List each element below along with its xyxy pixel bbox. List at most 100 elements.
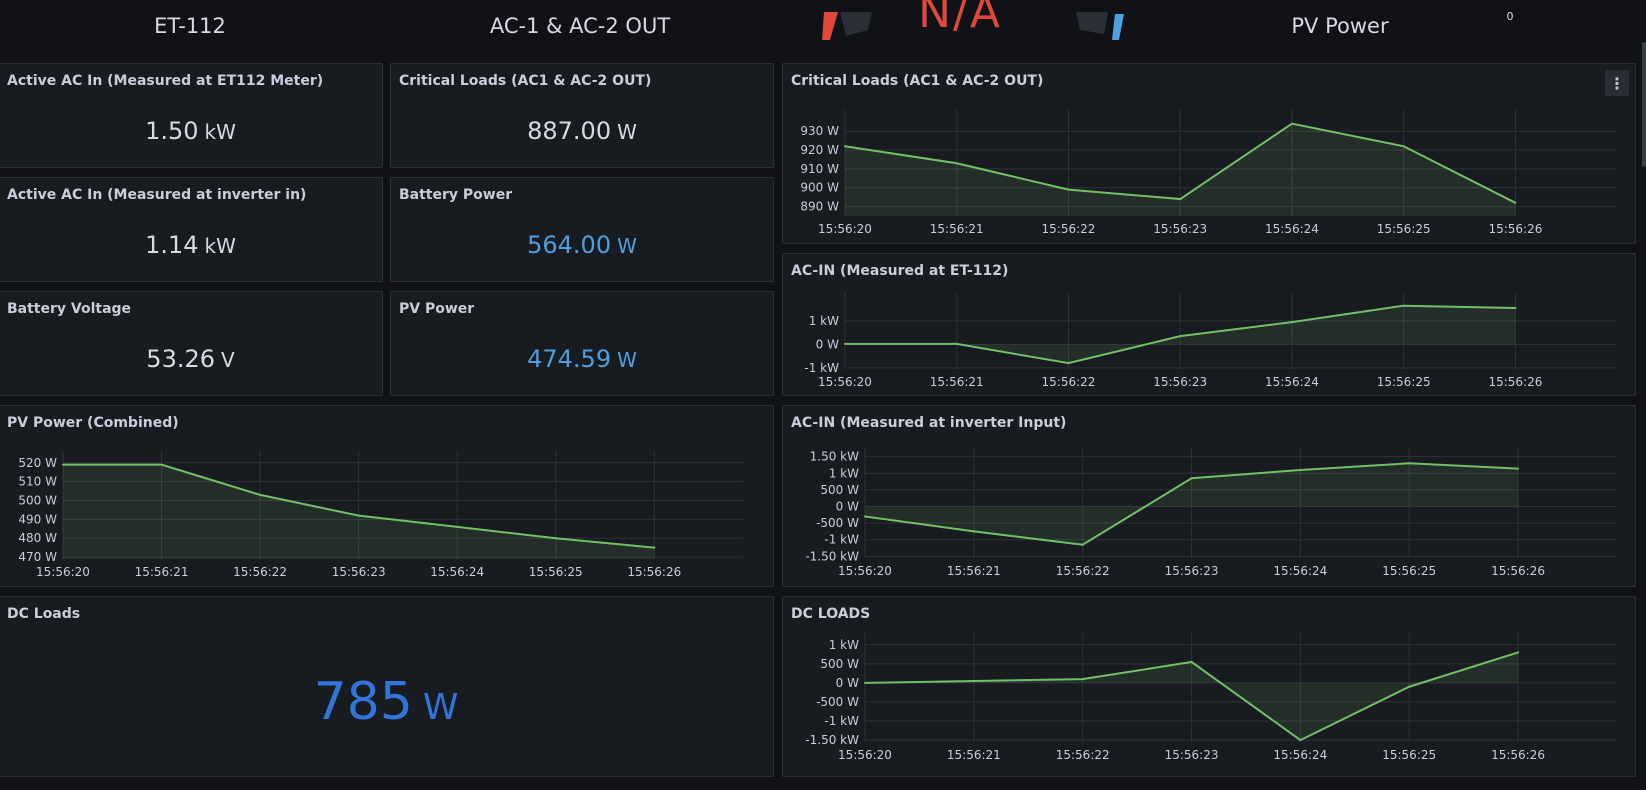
y-tick-label: 500 W [18,494,57,508]
data-point [160,463,163,466]
panel-title: AC-IN (Measured at ET-112) [791,263,1009,279]
x-tick-label: 15:56:26 [1488,375,1542,389]
x-tick-label: 15:56:23 [1165,564,1219,578]
y-tick-label: 900 W [800,181,839,195]
stat-value: 474.59 W [527,345,637,373]
x-tick-label: 15:56:20 [838,748,892,762]
data-point [62,463,64,466]
panel-ac-in-inverter[interactable]: Active AC In (Measured at inverter in) 1… [0,177,383,282]
x-tick-label: 15:56:20 [838,564,892,578]
data-point [1402,304,1405,307]
y-tick-label: 470 W [18,550,57,564]
y-tick-label: 490 W [18,512,57,526]
panel-title: Active AC In (Measured at ET112 Meter) [7,73,324,89]
y-tick-label: 1 kW [829,466,859,480]
top-label: 0 [1506,9,1514,23]
x-tick-label: 15:56:26 [1488,222,1542,236]
y-tick-label: 510 W [18,475,57,489]
y-tick-label: -1.50 kW [805,549,859,563]
x-tick-label: 15:56:25 [1382,748,1436,762]
y-tick-label: -500 W [816,516,859,530]
x-tick-label: 15:56:26 [1491,564,1545,578]
kebab-menu-icon[interactable]: ⋮ [1605,70,1629,96]
stat-value: 887.00 W [527,117,637,145]
y-tick-label: 500 W [820,483,859,497]
scrollbar[interactable] [1642,42,1646,167]
x-tick-label: 15:56:23 [332,565,386,579]
data-point [844,145,846,148]
x-tick-label: 15:56:24 [1273,564,1327,578]
data-point [1517,651,1520,654]
panel-dc-loads-chart[interactable]: DC LOADS -1.50 kW -1 kW -500 W 0 W 500 W 1 kW… [782,596,1636,777]
data-point [456,525,459,528]
data-point [1290,321,1293,324]
panel-battery-voltage[interactable]: Battery Voltage 53.26 V [0,291,383,396]
panel-pv-power-combined[interactable]: PV Power (Combined) 470 W 480 W 490 W 500 W… [0,405,774,587]
data-point [955,162,958,165]
series-area [865,463,1519,545]
x-tick-label: 15:56:26 [627,565,681,579]
top-label: AC-1 & AC-2 OUT [489,14,671,38]
data-point [844,342,846,345]
gauge-dark-segment [840,12,872,36]
x-tick-label: 15:56:22 [1042,222,1096,236]
x-tick-label: 15:56:25 [1377,375,1431,389]
y-tick-label: 1 kW [809,314,839,328]
ac-in-et112-chart: -1 kW 0 W 1 kW 15:56:20 15:56:21 15:56:22 15:5… [804,293,1616,389]
data-point [864,515,866,518]
panel-battery-power[interactable]: Battery Power 564.00 W [390,177,774,282]
panel-title: Battery Power [399,187,513,203]
stat-value: 1.50 kW [145,117,236,145]
panel-pv-power[interactable]: PV Power 474.59 W [390,291,774,396]
series-area [63,464,655,559]
data-point [1081,678,1084,681]
y-tick-label: -1 kW [824,714,859,728]
x-tick-label: 15:56:20 [818,375,872,389]
critical-loads-chart: 890 W 900 W 910 W 920 W 930 W 15:56:20 15:56:2… [800,110,1616,236]
dc-loads-chart: -1.50 kW -1 kW -500 W 0 W 500 W 1 kW 15:56:20 1… [805,633,1616,762]
x-tick-label: 15:56:24 [1265,375,1319,389]
top-label: PV Power [1291,14,1389,38]
gauge-dark-segment [1076,12,1108,34]
x-tick-label: 15:56:21 [947,748,1001,762]
top-cell-ac-out: AC-1 & AC-2 OUT [380,0,780,52]
stat-value: 785 W [313,672,459,732]
panel-ac-in-et112[interactable]: Active AC In (Measured at ET112 Meter) 1… [0,63,383,168]
x-tick-label: 15:56:23 [1153,375,1207,389]
data-point [1190,477,1193,480]
y-tick-label: 480 W [18,531,57,545]
series-area [845,123,1516,216]
panel-critical-loads[interactable]: Critical Loads (AC1 & AC-2 OUT) 887.00 W [390,63,774,168]
top-cell-et112: ET-112 [0,0,380,52]
panel-dc-loads-stat[interactable]: DC Loads 785 W [0,596,774,777]
data-point [1408,462,1411,465]
data-point [1081,543,1084,546]
x-tick-label: 15:56:22 [1056,564,1110,578]
x-tick-label: 15:56:22 [1042,375,1096,389]
y-tick-label: 0 W [836,500,859,514]
panel-ac-in-et112-chart[interactable]: AC-IN (Measured at ET-112) -1 kW 0 W 1 kW 1… [782,253,1636,396]
stat-value: 564.00 W [527,231,637,259]
x-tick-label: 15:56:21 [135,565,189,579]
x-tick-label: 15:56:24 [1273,748,1327,762]
panel-ac-in-inverter-chart[interactable]: AC-IN (Measured at inverter Input) -1.50… [782,405,1636,587]
data-point [653,546,656,549]
panel-title: Critical Loads (AC1 & AC-2 OUT) [399,73,652,89]
top-label: ET-112 [154,14,226,38]
x-tick-label: 15:56:20 [818,222,872,236]
data-point [864,681,866,684]
y-tick-label: 520 W [18,456,57,470]
y-tick-label: 1.50 kW [810,450,859,464]
gauge-blue-segment [1112,14,1124,40]
y-tick-label: 920 W [800,143,839,157]
panel-title: DC Loads [7,606,81,622]
y-tick-label: 930 W [800,124,839,138]
x-tick-label: 15:56:21 [947,564,1001,578]
panel-critical-loads-chart[interactable]: Critical Loads (AC1 & AC-2 OUT) ⋮ 890 W 9… [782,63,1636,244]
x-tick-label: 15:56:20 [36,565,90,579]
stat-value: 53.26 V [146,345,235,373]
x-tick-label: 15:56:23 [1153,222,1207,236]
x-tick-label: 15:56:25 [529,565,583,579]
x-tick-label: 15:56:26 [1491,748,1545,762]
data-point [1179,198,1182,201]
